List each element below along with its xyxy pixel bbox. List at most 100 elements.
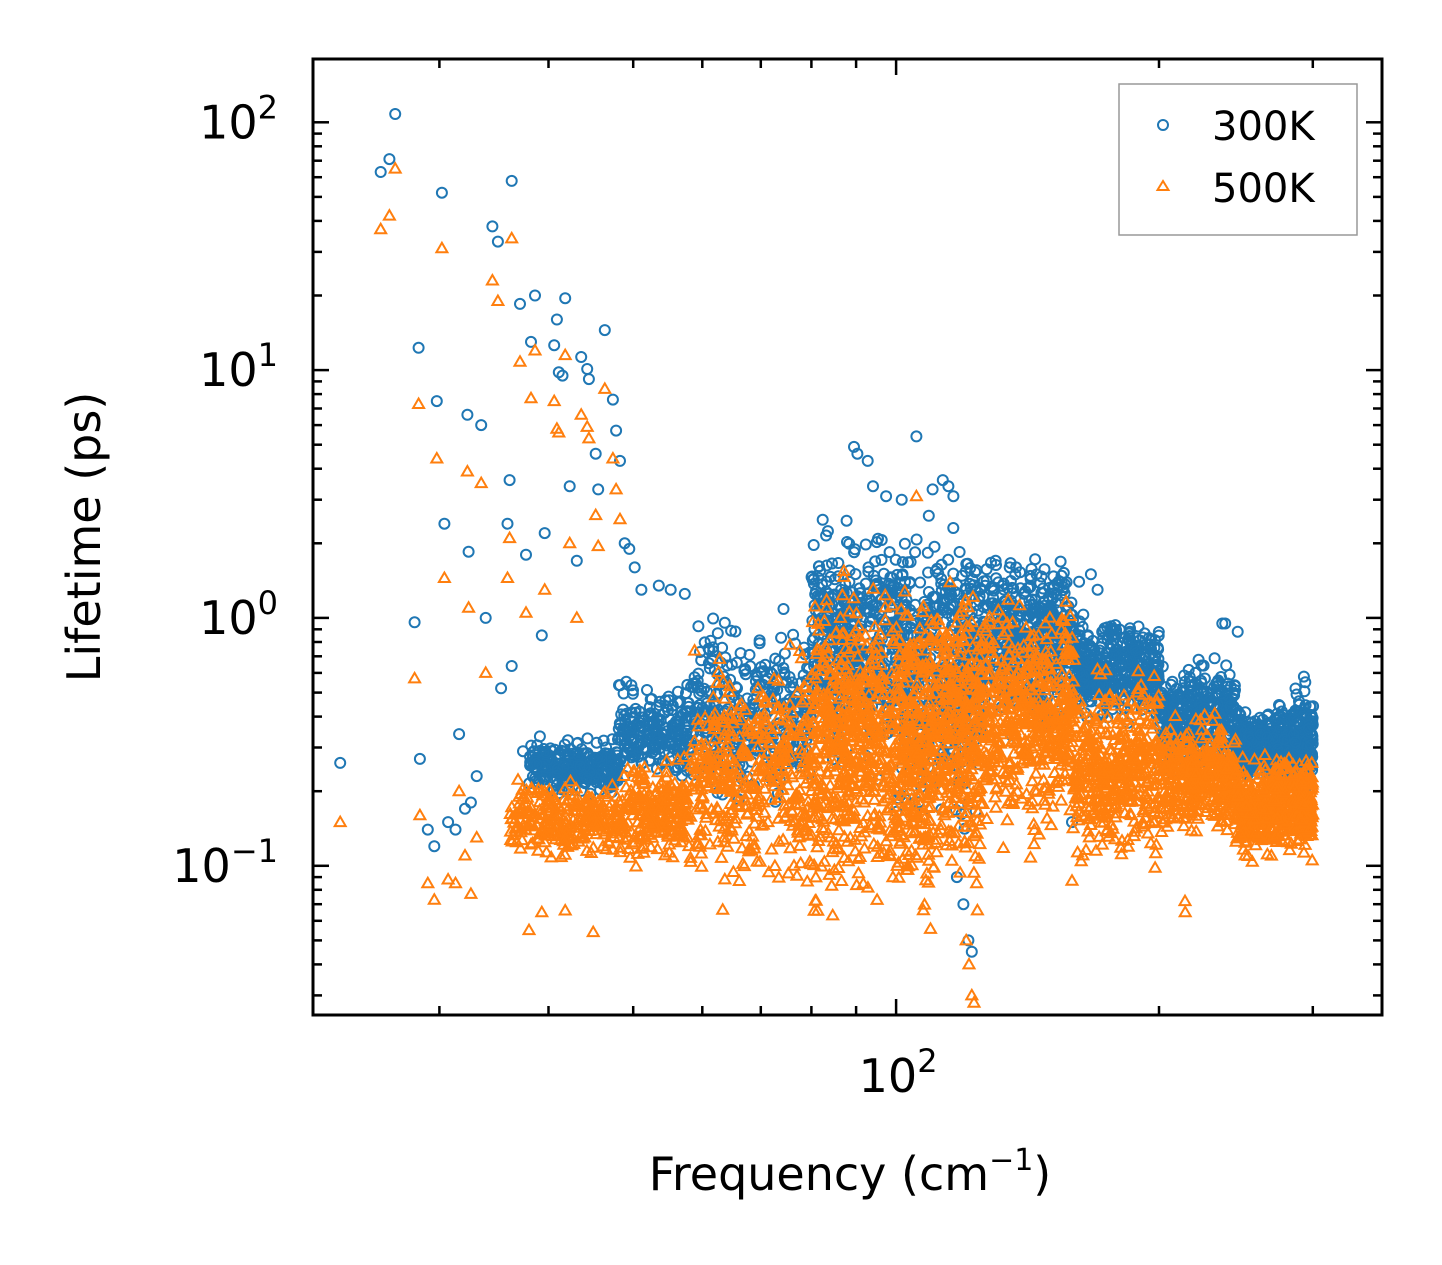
300k-point — [537, 773, 550, 786]
300k-point — [942, 480, 955, 493]
300k-point — [816, 513, 829, 526]
300k-point — [581, 732, 594, 745]
300k-point — [734, 647, 747, 660]
300k-point — [559, 292, 572, 305]
300k-point — [1024, 569, 1037, 582]
300k-point — [849, 568, 862, 581]
300k-point — [861, 454, 874, 467]
300k-point — [944, 599, 957, 612]
300k-point — [750, 669, 763, 682]
300k-point — [479, 611, 492, 624]
300k-point — [826, 557, 838, 570]
300k-point — [1057, 584, 1070, 597]
300k-point — [820, 575, 833, 588]
300k-point — [739, 663, 752, 676]
300k-point — [505, 660, 518, 672]
300k-point — [883, 546, 896, 559]
300k-point — [947, 490, 960, 503]
300k-point — [929, 565, 942, 578]
300k-point — [990, 572, 1003, 585]
300k-point — [787, 628, 800, 641]
300k-point — [896, 568, 909, 581]
300k-point — [698, 636, 711, 649]
300k-point — [953, 588, 966, 601]
300k-point — [438, 517, 451, 530]
300k-point — [821, 525, 834, 538]
300k-point — [536, 760, 549, 773]
300k-point — [606, 393, 619, 406]
300k-point — [421, 823, 434, 836]
300k-point — [635, 583, 648, 596]
300k-point — [580, 772, 593, 784]
300k-point — [928, 540, 941, 553]
300k-point — [1091, 583, 1104, 596]
300k-point — [589, 447, 602, 460]
300k-point — [1073, 575, 1086, 588]
300k-point — [902, 556, 914, 569]
300k-point — [462, 545, 475, 558]
300k-point — [891, 568, 904, 581]
300k-point — [653, 699, 666, 712]
300k-point — [459, 802, 471, 815]
300k-point — [442, 816, 455, 829]
300k-point — [645, 693, 658, 705]
300k-point — [730, 681, 742, 694]
300k-point — [590, 776, 603, 789]
300k-point — [1084, 568, 1097, 581]
300k-point — [575, 784, 588, 797]
300k-point — [660, 700, 673, 713]
300k-point — [646, 746, 659, 759]
300k-point — [806, 570, 818, 583]
300k-point — [1297, 670, 1310, 683]
300k-point — [807, 577, 820, 590]
300k-point — [848, 546, 861, 559]
300k-point — [775, 631, 788, 644]
300k-point — [582, 373, 595, 386]
300k-point — [453, 728, 466, 741]
300k-point — [759, 658, 772, 671]
300k-point — [839, 578, 852, 591]
300k-point — [538, 527, 551, 540]
300k-point — [570, 554, 583, 567]
300k-point — [628, 561, 641, 574]
300k-point — [1029, 593, 1042, 606]
300k-point — [564, 743, 577, 756]
300k-point — [627, 684, 639, 697]
300k-point — [620, 675, 633, 688]
300k-point — [668, 761, 681, 774]
300k-point — [1054, 555, 1067, 568]
300k-point — [866, 599, 879, 612]
300k-point — [1124, 622, 1136, 635]
300k-point — [486, 220, 499, 233]
300k-point — [552, 366, 565, 379]
300k-point — [641, 684, 653, 696]
300k-point — [540, 771, 553, 783]
300k-point — [525, 739, 538, 752]
300k-point — [529, 289, 541, 302]
300k-point — [461, 408, 474, 421]
300k-point — [678, 587, 691, 600]
300k-point — [520, 548, 532, 561]
300k-point — [922, 586, 935, 598]
300k-point — [597, 734, 610, 747]
300k-point — [664, 583, 677, 596]
300k-point — [938, 578, 951, 591]
300k-point — [495, 682, 508, 695]
300k-point — [851, 447, 864, 460]
300k-point — [862, 561, 875, 574]
300k-point — [1004, 557, 1017, 570]
300k-point — [598, 324, 611, 337]
300k-point — [990, 559, 1002, 571]
300k-point — [773, 654, 786, 667]
300k-point — [501, 517, 514, 530]
300k-point — [334, 756, 347, 769]
300k-point — [909, 546, 922, 559]
300k-point — [548, 339, 561, 352]
300k-point — [613, 717, 626, 730]
300k-point — [665, 726, 678, 739]
300k-point — [505, 174, 518, 187]
300k-point — [910, 430, 923, 443]
300k-point — [870, 536, 883, 549]
300k-point — [408, 616, 421, 629]
300k-point — [707, 645, 720, 658]
